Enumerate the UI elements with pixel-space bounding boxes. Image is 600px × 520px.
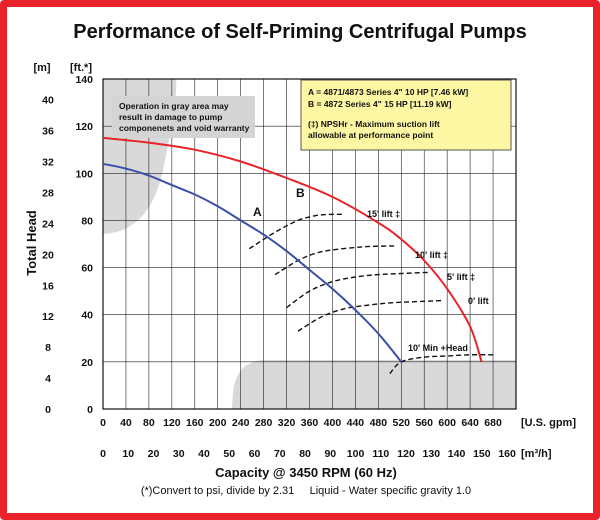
- series-line-a: [102, 162, 403, 363]
- y-unit-left: [m]: [33, 62, 50, 74]
- y-tick-ft: 120: [75, 121, 93, 133]
- x-tick-gpm: 680: [484, 417, 502, 429]
- legend-npsh-note-1: (‡) NPSHr - Maximum suction lift: [308, 119, 440, 129]
- y-axis-label: Total Head: [24, 210, 39, 276]
- x-tick-m3h: 10: [122, 448, 134, 460]
- x-tick-gpm: 40: [120, 417, 132, 429]
- x-tick-m3h: 130: [423, 448, 441, 460]
- gray-area-lower-right: [232, 360, 516, 409]
- x-tick-m3h: 30: [173, 448, 185, 460]
- y-tick-ft: 60: [81, 263, 93, 275]
- x-tick-gpm: 80: [143, 417, 155, 429]
- curve-label-b: B: [296, 186, 305, 200]
- lift-curve-2: [286, 271, 431, 309]
- x-tick-gpm: 0: [100, 417, 106, 429]
- y-tick-ft: 0: [87, 404, 93, 416]
- x-unit-top: [U.S. gpm]: [521, 417, 576, 429]
- x-tick-gpm: 320: [278, 417, 296, 429]
- x-tick-m3h: 140: [448, 448, 466, 460]
- footnote: (*)Convert to psi, divide by 2.31 Liquid…: [141, 485, 471, 497]
- x-tick-m3h: 110: [372, 448, 389, 460]
- x-tick-gpm: 640: [461, 417, 479, 429]
- y-tick-ft: 100: [75, 168, 93, 180]
- x-tick-m3h: 160: [498, 448, 516, 460]
- gray-note-line1: Operation in gray area may: [119, 101, 229, 111]
- x-tick-m3h: 150: [473, 448, 491, 460]
- lift-curve-4: [389, 354, 494, 375]
- lift-label-0: 0' lift: [468, 296, 489, 306]
- x-tick-gpm: 280: [255, 417, 273, 429]
- lift-curve-3: [297, 299, 442, 332]
- y-tick-m: 36: [42, 126, 54, 138]
- y-tick-m: 24: [42, 218, 54, 230]
- y-tick-ft: 20: [81, 357, 93, 369]
- gray-note-line2: result in damage to pump: [119, 112, 222, 122]
- lift-curve-0: [248, 213, 344, 250]
- legend-line-b: B = 4872 Series 4" 15 HP [11.19 kW]: [308, 99, 452, 109]
- y-tick-m: 0: [45, 404, 51, 416]
- gray-note-box: [112, 96, 255, 138]
- x-tick-gpm: 160: [186, 417, 204, 429]
- y-tick-ft: 40: [81, 310, 93, 322]
- x-tick-gpm: 440: [347, 417, 365, 429]
- x-tick-m3h: 20: [148, 448, 160, 460]
- y-tick-m: 8: [45, 342, 51, 354]
- legend-box-bg: [300, 79, 512, 151]
- curve-label-a: A: [253, 205, 262, 219]
- curves: [102, 136, 494, 375]
- legend-line-a: A = 4871/4873 Series 4" 10 HP [7.46 kW]: [308, 87, 468, 97]
- lift-label-10: 10' lift ‡: [415, 250, 448, 260]
- x-tick-gpm: 560: [415, 417, 433, 429]
- y-tick-ft: 80: [81, 215, 93, 227]
- lift-curve-1: [274, 245, 396, 276]
- x-tick-gpm: 600: [438, 417, 456, 429]
- x-tick-m3h: 60: [249, 448, 261, 460]
- y-tick-m: 4: [45, 373, 51, 385]
- x-axis-label: Capacity @ 3450 RPM (60 Hz): [215, 465, 397, 480]
- x-tick-m3h: 70: [274, 448, 286, 460]
- y-tick-m: 20: [42, 249, 54, 261]
- x-tick-m3h: 120: [397, 448, 415, 460]
- y-tick-m: 32: [42, 157, 54, 169]
- gray-note-line3: componenets and void warranty: [119, 123, 250, 133]
- y-unit-right: [ft.*]: [70, 62, 92, 74]
- x-tick-gpm: 360: [301, 417, 319, 429]
- x-tick-gpm: 400: [324, 417, 342, 429]
- x-unit-bottom: [m³/h]: [521, 448, 552, 460]
- x-tick-gpm: 200: [209, 417, 227, 429]
- series-line-b: [102, 136, 483, 363]
- chart-title: Performance of Self-Priming Centrifugal …: [73, 21, 526, 43]
- legend-box: A = 4871/4873 Series 4" 10 HP [7.46 kW] …: [300, 79, 512, 151]
- y-tick-m: 28: [42, 187, 54, 199]
- y-tick-m: 40: [42, 95, 54, 107]
- x-tick-m3h: 80: [299, 448, 311, 460]
- x-tick-gpm: 240: [232, 417, 250, 429]
- x-tick-m3h: 0: [100, 448, 106, 460]
- plot-border: [102, 78, 517, 410]
- y-tick-m: 12: [42, 311, 54, 323]
- lift-label-5: 5' lift ‡: [447, 272, 475, 282]
- legend-npsh-note-2: allowable at performance point: [308, 130, 433, 140]
- lift-label-15: 15' lift ‡: [367, 209, 400, 219]
- x-tick-m3h: 50: [223, 448, 235, 460]
- y-tick-ft: 140: [75, 74, 93, 86]
- x-tick-m3h: 40: [198, 448, 210, 460]
- x-tick-m3h: 100: [347, 448, 365, 460]
- x-tick-gpm: 520: [393, 417, 411, 429]
- lift-label-min-head: 10' Min +Head: [408, 343, 468, 353]
- x-tick-m3h: 90: [324, 448, 336, 460]
- gray-area-note: Operation in gray area may result in dam…: [112, 96, 255, 138]
- x-tick-gpm: 480: [370, 417, 388, 429]
- x-tick-gpm: 120: [163, 417, 181, 429]
- y-tick-m: 16: [42, 280, 54, 292]
